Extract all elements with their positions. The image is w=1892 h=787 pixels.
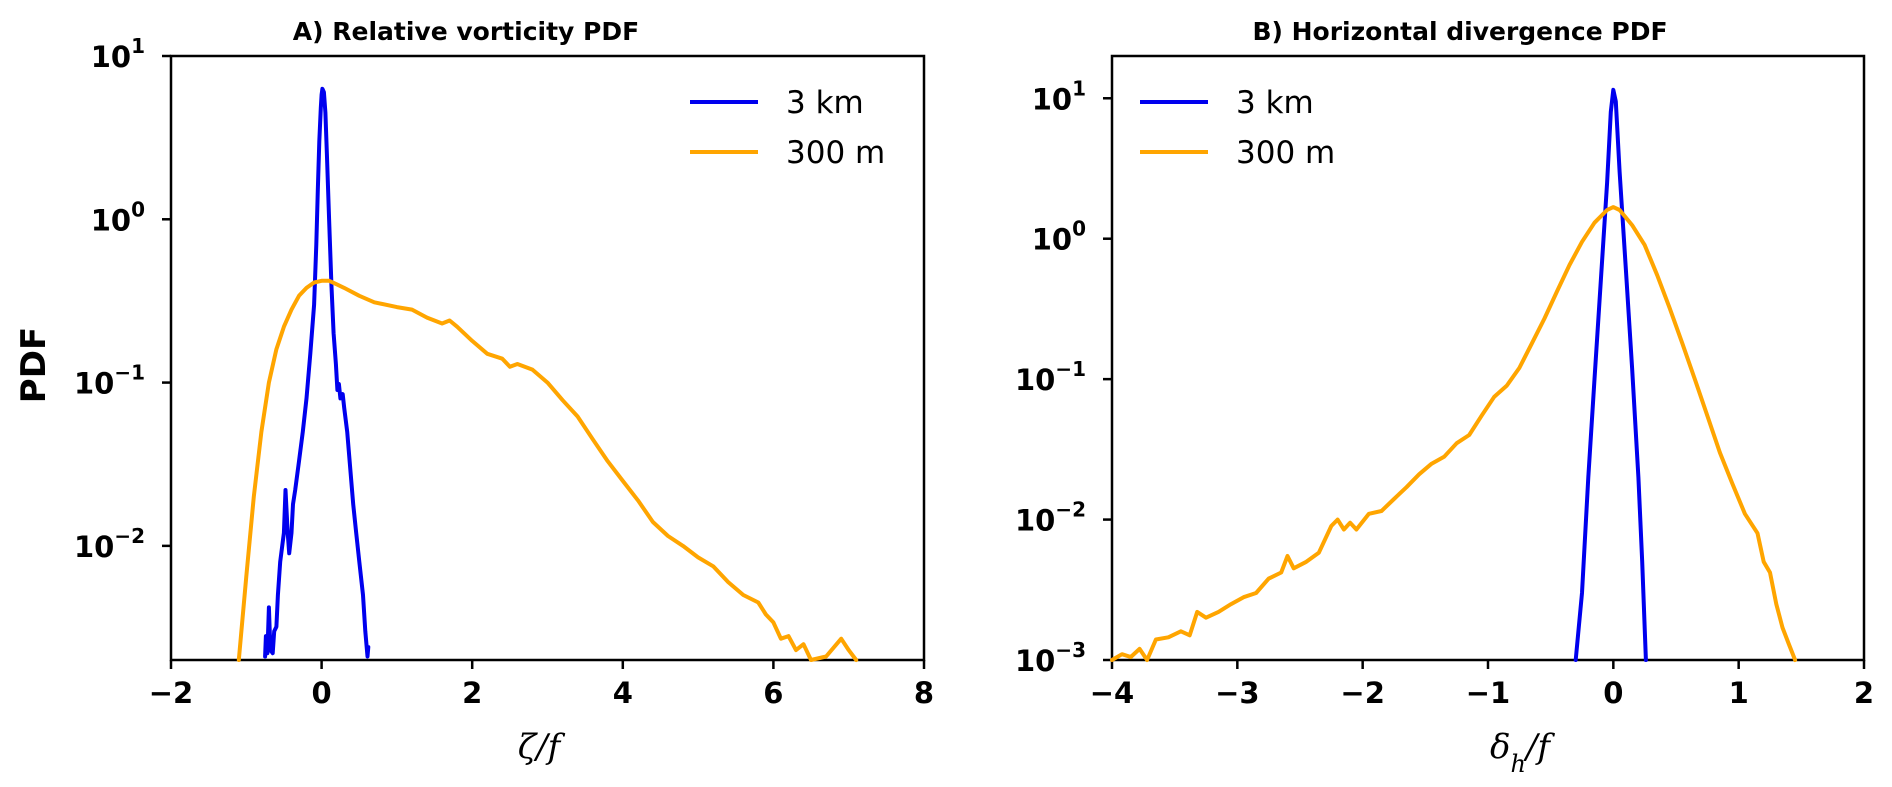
panel-a-ylabel: PDF bbox=[14, 327, 54, 403]
panel-a-xlabel: ζ/f bbox=[518, 727, 566, 767]
y-tick-label: 101 bbox=[91, 34, 145, 74]
x-tick-label: 8 bbox=[914, 676, 934, 710]
legend-entry: 300 m bbox=[1236, 135, 1335, 171]
panel-a-series bbox=[236, 86, 859, 662]
x-tick-label: −2 bbox=[149, 676, 193, 710]
panel-b-xlabel-main: δ bbox=[1490, 727, 1510, 767]
y-tick-label: 10−2 bbox=[1015, 498, 1086, 538]
x-tick-label: −2 bbox=[1340, 676, 1384, 710]
y-tick-label: 10−3 bbox=[1015, 638, 1086, 678]
panel-a-series-3-km bbox=[263, 86, 371, 659]
panel-b-xlabel: δh/f bbox=[1490, 727, 1555, 778]
panel-b-xlabel-sub: h bbox=[1510, 750, 1525, 778]
x-tick-label: −1 bbox=[1466, 676, 1510, 710]
legend-entry: 300 m bbox=[786, 135, 885, 171]
y-tick-label: 10−2 bbox=[74, 524, 145, 564]
panel-a-frame bbox=[169, 54, 926, 662]
x-tick-label: −4 bbox=[1090, 676, 1134, 710]
x-tick-label: 2 bbox=[462, 676, 482, 710]
panel-b-series-3-km bbox=[1573, 87, 1648, 662]
panel-a-axes: −2 0 2 4 6 8 101 100 10−1 10−2 bbox=[74, 34, 934, 710]
y-tick-label: 100 bbox=[91, 197, 145, 237]
legend-entry: 3 km bbox=[1236, 85, 1314, 121]
panel-b-series bbox=[1110, 87, 1798, 662]
y-tick-label: 100 bbox=[1032, 217, 1086, 257]
legend-entry: 3 km bbox=[786, 85, 864, 121]
panel-a-title: A) Relative vorticity PDF bbox=[293, 17, 639, 46]
panel-b-frame bbox=[1110, 54, 1866, 662]
x-tick-label: 6 bbox=[763, 676, 783, 710]
x-tick-label: 0 bbox=[312, 676, 332, 710]
panel-a-xlabel-tail: /f bbox=[533, 727, 565, 767]
panel-a: A) Relative vorticity PDF PDF ζ/f −2 0 2 4 6… bbox=[14, 17, 934, 767]
x-tick-label: 4 bbox=[613, 676, 633, 710]
x-tick-label: 1 bbox=[1729, 676, 1749, 710]
panel-b-axes: −4 −3 −2 −1 0 1 2 101 100 10−1 10−2 10−3 bbox=[1015, 54, 1874, 710]
panel-a-series-300-m bbox=[236, 278, 859, 662]
panel-b-xlabel-tail: /f bbox=[1523, 727, 1555, 767]
panel-a-xlabel-main: ζ bbox=[518, 727, 539, 767]
panel-a-legend: 3 km 300 m bbox=[690, 85, 885, 171]
panel-b: B) Horizontal divergence PDF δh/f −4 −3 −2… bbox=[1015, 17, 1874, 778]
y-tick-label: 10−1 bbox=[1015, 357, 1086, 397]
panel-b-legend: 3 km 300 m bbox=[1140, 85, 1335, 171]
x-tick-label: 2 bbox=[1854, 676, 1874, 710]
panel-b-title: B) Horizontal divergence PDF bbox=[1252, 17, 1667, 46]
y-tick-label: 10−1 bbox=[74, 361, 145, 401]
x-tick-label: 0 bbox=[1603, 676, 1623, 710]
y-tick-label: 101 bbox=[1032, 76, 1086, 116]
panel-b-series-300-m bbox=[1110, 205, 1798, 662]
x-tick-label: −3 bbox=[1215, 676, 1259, 710]
